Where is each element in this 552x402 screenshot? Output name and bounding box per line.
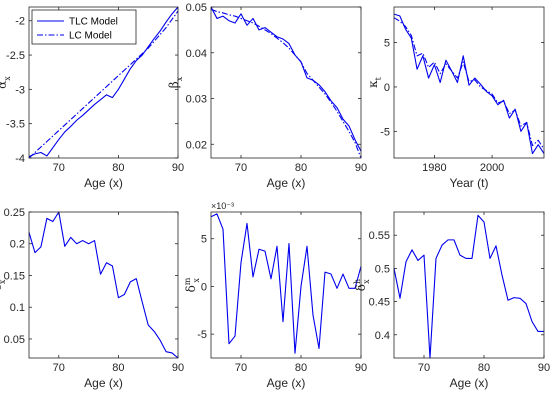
y-tick-label: 0.45 <box>369 297 390 309</box>
x-axis-label: Age (x) <box>450 376 489 390</box>
y-tick-label: 0 <box>201 281 207 293</box>
y-axis-label: δhx <box>353 279 371 291</box>
x-tick-label: 80 <box>112 362 124 374</box>
series-line-delta_m-tlc <box>210 213 362 354</box>
x-tick-label: 90 <box>355 162 367 174</box>
series-line-beta-lc <box>210 8 362 159</box>
x-tick-label: 80 <box>112 162 124 174</box>
y-tick-label: 0.04 <box>186 48 207 60</box>
x-tick-label: 80 <box>295 362 307 374</box>
x-tick-label: 70 <box>53 362 65 374</box>
y-tick-label: 0.05 <box>186 2 207 14</box>
legend: TLC Model LC Model <box>31 9 137 45</box>
y-tick-label: -2 <box>15 16 25 28</box>
panel-delta_m: 70 80 90 -5 0 5 Age (x) δmx ×10⁻³ <box>183 201 367 390</box>
y-tick-label: -3 <box>15 84 25 96</box>
axis-exponent-label: ×10⁻³ <box>211 201 234 211</box>
legend-box <box>31 9 137 45</box>
series-line-beta-tlc <box>210 6 362 152</box>
x-tick-label: 70 <box>235 362 247 374</box>
y-tick-label: 0 <box>384 82 390 94</box>
panel-kappa: 1980 2000 -5 0 5 Year (t) κt <box>366 6 545 190</box>
y-axis-label: κt <box>366 76 383 88</box>
y-tick-label: 0.5 <box>375 263 390 275</box>
y-tick-label: -4 <box>15 153 25 165</box>
axes-frame-delta_h <box>393 211 545 359</box>
series-line-kappa-lc <box>393 17 545 150</box>
axes-frame-kappa <box>393 6 545 159</box>
y-tick-label: 0.1 <box>10 302 25 314</box>
y-tick-label: -5 <box>380 126 390 138</box>
x-tick-label: 90 <box>172 362 184 374</box>
panel-alpha: 70 80 90 -4 -3.5 -3 -2.5 -2 Age (x) αx TLC Model LC… <box>0 6 184 190</box>
y-tick-label: 0.4 <box>375 330 390 342</box>
axes-frame-beta <box>210 6 362 159</box>
x-tick-label: 90 <box>538 362 550 374</box>
series-line-kappa-tlc <box>393 13 545 155</box>
panel-delta_c: 70 80 90 0.05 0.1 0.15 0.2 0.25 Age (x) δcx <box>0 207 184 390</box>
x-tick-label: 80 <box>295 162 307 174</box>
y-tick-label: -3.5 <box>6 119 25 131</box>
y-axis-label: βx <box>167 76 184 88</box>
y-tick-label: -5 <box>197 329 207 341</box>
x-tick-label: 90 <box>355 362 367 374</box>
y-axis-label: δmx <box>183 277 201 292</box>
x-tick-label: 1980 <box>422 162 446 174</box>
series-line-delta_c-tlc <box>28 211 179 359</box>
legend-entry-label: TLC Model <box>69 17 118 28</box>
x-tick-label: 90 <box>172 162 184 174</box>
y-tick-label: -2.5 <box>6 50 25 62</box>
panel-delta_h: 70 80 90 0.4 0.45 0.5 0.55 Age (x) δhx <box>353 211 550 390</box>
y-tick-label: 5 <box>384 38 390 50</box>
x-axis-label: Year (t) <box>450 176 489 190</box>
x-tick-label: 70 <box>235 162 247 174</box>
y-tick-label: 0.03 <box>186 94 207 106</box>
x-tick-label: 70 <box>53 162 65 174</box>
x-axis-label: Age (x) <box>267 176 306 190</box>
axes-frame-delta_m <box>210 211 362 359</box>
y-tick-label: 0.02 <box>186 139 207 151</box>
y-axis-label: δcx <box>0 279 7 291</box>
axes-frame-alpha <box>28 6 179 159</box>
y-axis-label: αx <box>0 76 12 89</box>
y-tick-label: 5 <box>201 234 207 246</box>
series-line-alpha-lc <box>28 10 179 159</box>
axes-frame-delta_c <box>28 211 179 359</box>
y-tick-label: 0.2 <box>10 239 25 251</box>
series-line-alpha-tlc <box>28 6 179 158</box>
x-tick-label: 80 <box>478 362 490 374</box>
y-tick-label: 0.25 <box>4 207 25 219</box>
x-tick-label: 2000 <box>480 162 504 174</box>
x-tick-label: 70 <box>418 362 430 374</box>
y-tick-label: 0.15 <box>4 270 25 282</box>
x-axis-label: Age (x) <box>84 176 123 190</box>
y-tick-label: 0.55 <box>369 230 390 242</box>
series-line-delta_h-tlc <box>393 214 544 359</box>
x-axis-label: Age (x) <box>267 376 306 390</box>
legend-entry-label: LC Model <box>69 31 112 42</box>
y-tick-label: 0.05 <box>4 334 25 346</box>
x-axis-label: Age (x) <box>84 376 123 390</box>
